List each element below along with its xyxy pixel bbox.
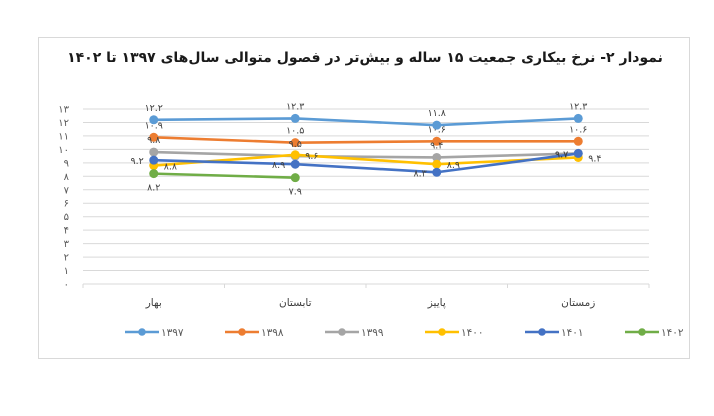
gridlines: [82, 108, 650, 288]
y-tick-label: ۴: [64, 226, 69, 237]
y-tick-label: ۷: [64, 185, 70, 196]
series-line: [153, 172, 296, 179]
data-point-marker: [432, 152, 442, 162]
legend-item-۱۴۰۰: ۱۴۰۰: [425, 327, 484, 339]
series-lines: [149, 113, 583, 183]
chart-frame: نمودار ۲- نرخ بیکاری جمعیت ۱۵ ساله و بیش…: [38, 37, 690, 359]
data-label: ۹.۴: [588, 153, 601, 164]
data-label: ۹.۶: [305, 151, 318, 162]
legend-marker-icon: [438, 328, 446, 336]
data-label: ۹.۵: [289, 139, 302, 150]
legend-label: ۱۴۰۲: [661, 327, 684, 339]
data-point-marker: [149, 132, 159, 142]
data-label: ۱۱.۸: [428, 108, 446, 119]
legend-label: ۱۳۹۷: [161, 327, 184, 339]
legend-label: ۱۳۹۹: [361, 327, 384, 339]
y-tick-label: ۱۲: [58, 118, 69, 129]
legend-item-۱۳۹۷: ۱۳۹۷: [125, 327, 184, 339]
data-point-marker: [290, 138, 300, 148]
data-point-marker: [432, 136, 442, 146]
data-point-marker: [432, 159, 442, 169]
series-line: [153, 150, 579, 159]
legend-item-۱۴۰۱: ۱۴۰۱: [525, 327, 584, 339]
data-point-marker: [149, 147, 159, 157]
data-point-marker: [573, 148, 583, 158]
data-label: ۱۲.۲: [145, 103, 163, 114]
series-line: [153, 135, 579, 144]
data-point-marker: [573, 136, 583, 146]
data-label: ۸.۸: [164, 162, 177, 173]
y-tick-label: ۱: [64, 266, 69, 277]
legend: ۱۳۹۷ ۱۳۹۸ ۱۳۹۹ ۱۴۰۰ ۱۴۰۱ ۱۴۰۲: [125, 327, 684, 339]
data-point-marker: [573, 113, 583, 123]
y-tick-label: ۰: [64, 280, 69, 291]
series-۱۳۹۸: [149, 132, 583, 148]
data-point-marker: [149, 115, 159, 125]
legend-marker-icon: [138, 328, 146, 336]
legend-label: ۱۴۰۰: [461, 327, 484, 339]
legend-item-۱۴۰۲: ۱۴۰۲: [625, 327, 684, 339]
data-label: ۸.۹: [447, 160, 460, 171]
data-label: ۹.۷: [555, 149, 568, 160]
x-category-label: زمستان: [561, 297, 595, 309]
data-label: ۹.۷: [555, 149, 568, 160]
data-label: ۸.۲: [147, 183, 160, 194]
series-۱۴۰۲: [149, 169, 300, 183]
series-line: [153, 152, 579, 174]
data-point-marker: [149, 155, 159, 165]
data-label: ۷.۹: [289, 187, 302, 198]
x-category-label: تابستان: [279, 297, 312, 309]
data-label: ۱۰.۶: [569, 124, 587, 135]
legend-label: ۱۳۹۸: [261, 327, 284, 339]
series-line: [153, 117, 579, 127]
data-label: ۸.۹: [272, 160, 285, 171]
x-axis-categories: بهار تابستان پاییز زمستان: [145, 297, 596, 309]
legend-marker-icon: [638, 328, 646, 336]
series-۱۳۹۷: [149, 113, 583, 130]
y-tick-label: ۹: [64, 158, 69, 169]
y-tick-label: ۲: [64, 253, 69, 264]
y-tick-label: ۶: [64, 199, 69, 210]
legend-item-۱۳۹۸: ۱۳۹۸: [225, 327, 284, 339]
data-label: ۹.۴: [430, 140, 443, 151]
x-category-label: بهار: [145, 297, 162, 309]
data-point-marker: [432, 167, 442, 177]
data-point-marker: [290, 150, 300, 160]
y-tick-label: ۳: [64, 239, 70, 250]
data-label: ۱۰.۶: [428, 124, 446, 135]
data-point-marker: [149, 169, 159, 179]
data-label: ۹.۲: [131, 156, 144, 167]
data-label: ۱۲.۳: [569, 101, 587, 112]
y-tick-label: ۱۰: [58, 145, 69, 156]
legend-label: ۱۴۰۱: [561, 327, 584, 339]
y-tick-label: ۸: [64, 172, 70, 183]
data-labels: ۱۲.۲ ۱۲.۳۱۱.۸۱۲.۳۱۰.۹ ۱۰.۵ ۱۰.۶ ۱۰.۶۹.۸ ۹.۵ ۹.…: [131, 101, 602, 197]
data-point-marker: [290, 159, 300, 169]
y-tick-label: ۵: [64, 212, 69, 223]
legend-marker-icon: [538, 328, 546, 336]
series-line: [153, 153, 579, 167]
data-label: ۸.۳: [414, 168, 427, 179]
chart-title: نمودار ۲- نرخ بیکاری جمعیت ۱۵ ساله و بیش…: [67, 50, 663, 66]
y-tick-label: ۱۱: [58, 131, 69, 142]
legend-marker-icon: [338, 328, 346, 336]
data-point-marker: [290, 113, 300, 123]
data-label: ۱۰.۵: [286, 126, 304, 137]
data-label: ۹.۸: [147, 135, 160, 146]
data-point-marker: [290, 173, 300, 183]
legend-marker-icon: [238, 328, 246, 336]
series-۱۴۰۱: [149, 148, 583, 177]
legend-item-۱۳۹۹: ۱۳۹۹: [325, 327, 384, 339]
y-tick-label: ۱۳: [58, 105, 69, 116]
x-category-label: پاییز: [427, 297, 446, 309]
data-label: ۱۰.۹: [145, 120, 163, 131]
data-label: ۱۲.۳: [286, 101, 304, 112]
data-point-marker: [432, 120, 442, 130]
